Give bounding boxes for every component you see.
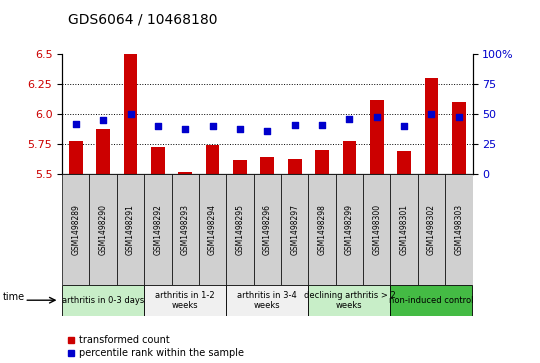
Bar <box>315 150 329 174</box>
Point <box>291 122 299 128</box>
Bar <box>281 174 308 285</box>
Text: GSM1498296: GSM1498296 <box>263 204 272 255</box>
Bar <box>117 174 144 285</box>
Bar <box>178 172 192 174</box>
Text: GSM1498301: GSM1498301 <box>400 204 409 255</box>
Bar <box>363 174 390 285</box>
Bar <box>418 174 445 285</box>
Point <box>71 121 80 127</box>
Legend: transformed count, percentile rank within the sample: transformed count, percentile rank withi… <box>67 335 244 358</box>
Bar <box>452 102 465 174</box>
Bar <box>260 158 274 174</box>
Text: GSM1498297: GSM1498297 <box>290 204 299 255</box>
Point <box>99 117 107 123</box>
Text: declining arthritis > 2
weeks: declining arthritis > 2 weeks <box>303 291 395 310</box>
Text: GSM1498295: GSM1498295 <box>235 204 245 255</box>
Bar <box>254 174 281 285</box>
Point <box>373 114 381 120</box>
Point <box>427 111 436 117</box>
Point <box>153 123 162 129</box>
Point <box>400 123 408 129</box>
Bar <box>397 151 411 174</box>
Point <box>345 116 354 122</box>
Point <box>235 126 244 132</box>
Text: arthritis in 3-4
weeks: arthritis in 3-4 weeks <box>238 291 297 310</box>
Point <box>126 111 135 117</box>
Bar <box>288 159 301 174</box>
Point <box>263 128 272 134</box>
Text: GSM1498299: GSM1498299 <box>345 204 354 255</box>
Bar <box>172 174 199 285</box>
Text: GSM1498303: GSM1498303 <box>454 204 463 255</box>
Bar <box>144 174 172 285</box>
Bar <box>96 129 110 174</box>
Text: arthritis in 0-3 days: arthritis in 0-3 days <box>62 296 144 305</box>
Text: GSM1498293: GSM1498293 <box>181 204 190 255</box>
Bar <box>390 174 418 285</box>
Text: GSM1498291: GSM1498291 <box>126 204 135 255</box>
Text: GSM1498300: GSM1498300 <box>372 204 381 255</box>
Text: arthritis in 1-2
weeks: arthritis in 1-2 weeks <box>156 291 215 310</box>
Bar <box>144 285 226 316</box>
Text: non-induced control: non-induced control <box>389 296 474 305</box>
Bar <box>342 141 356 174</box>
Text: time: time <box>3 292 25 302</box>
Bar <box>445 174 472 285</box>
Bar <box>233 160 247 174</box>
Bar <box>62 174 90 285</box>
Text: GSM1498302: GSM1498302 <box>427 204 436 255</box>
Bar <box>226 174 254 285</box>
Point <box>455 114 463 120</box>
Text: GSM1498289: GSM1498289 <box>71 204 80 255</box>
Text: GDS6064 / 10468180: GDS6064 / 10468180 <box>68 13 217 27</box>
Point <box>318 122 326 128</box>
Bar <box>151 147 165 174</box>
Point <box>181 126 190 132</box>
Text: GSM1498298: GSM1498298 <box>318 204 327 255</box>
Point <box>208 123 217 129</box>
Bar <box>199 174 226 285</box>
Bar <box>226 285 308 316</box>
Bar <box>390 285 472 316</box>
Bar <box>308 174 336 285</box>
Bar <box>90 174 117 285</box>
Bar <box>308 285 390 316</box>
Bar <box>62 285 144 316</box>
Bar <box>336 174 363 285</box>
Bar <box>370 100 383 174</box>
Bar <box>124 34 137 174</box>
Text: GSM1498290: GSM1498290 <box>99 204 107 255</box>
Text: GSM1498294: GSM1498294 <box>208 204 217 255</box>
Bar <box>69 141 83 174</box>
Bar <box>424 78 438 174</box>
Text: GSM1498292: GSM1498292 <box>153 204 163 255</box>
Bar <box>206 146 219 174</box>
